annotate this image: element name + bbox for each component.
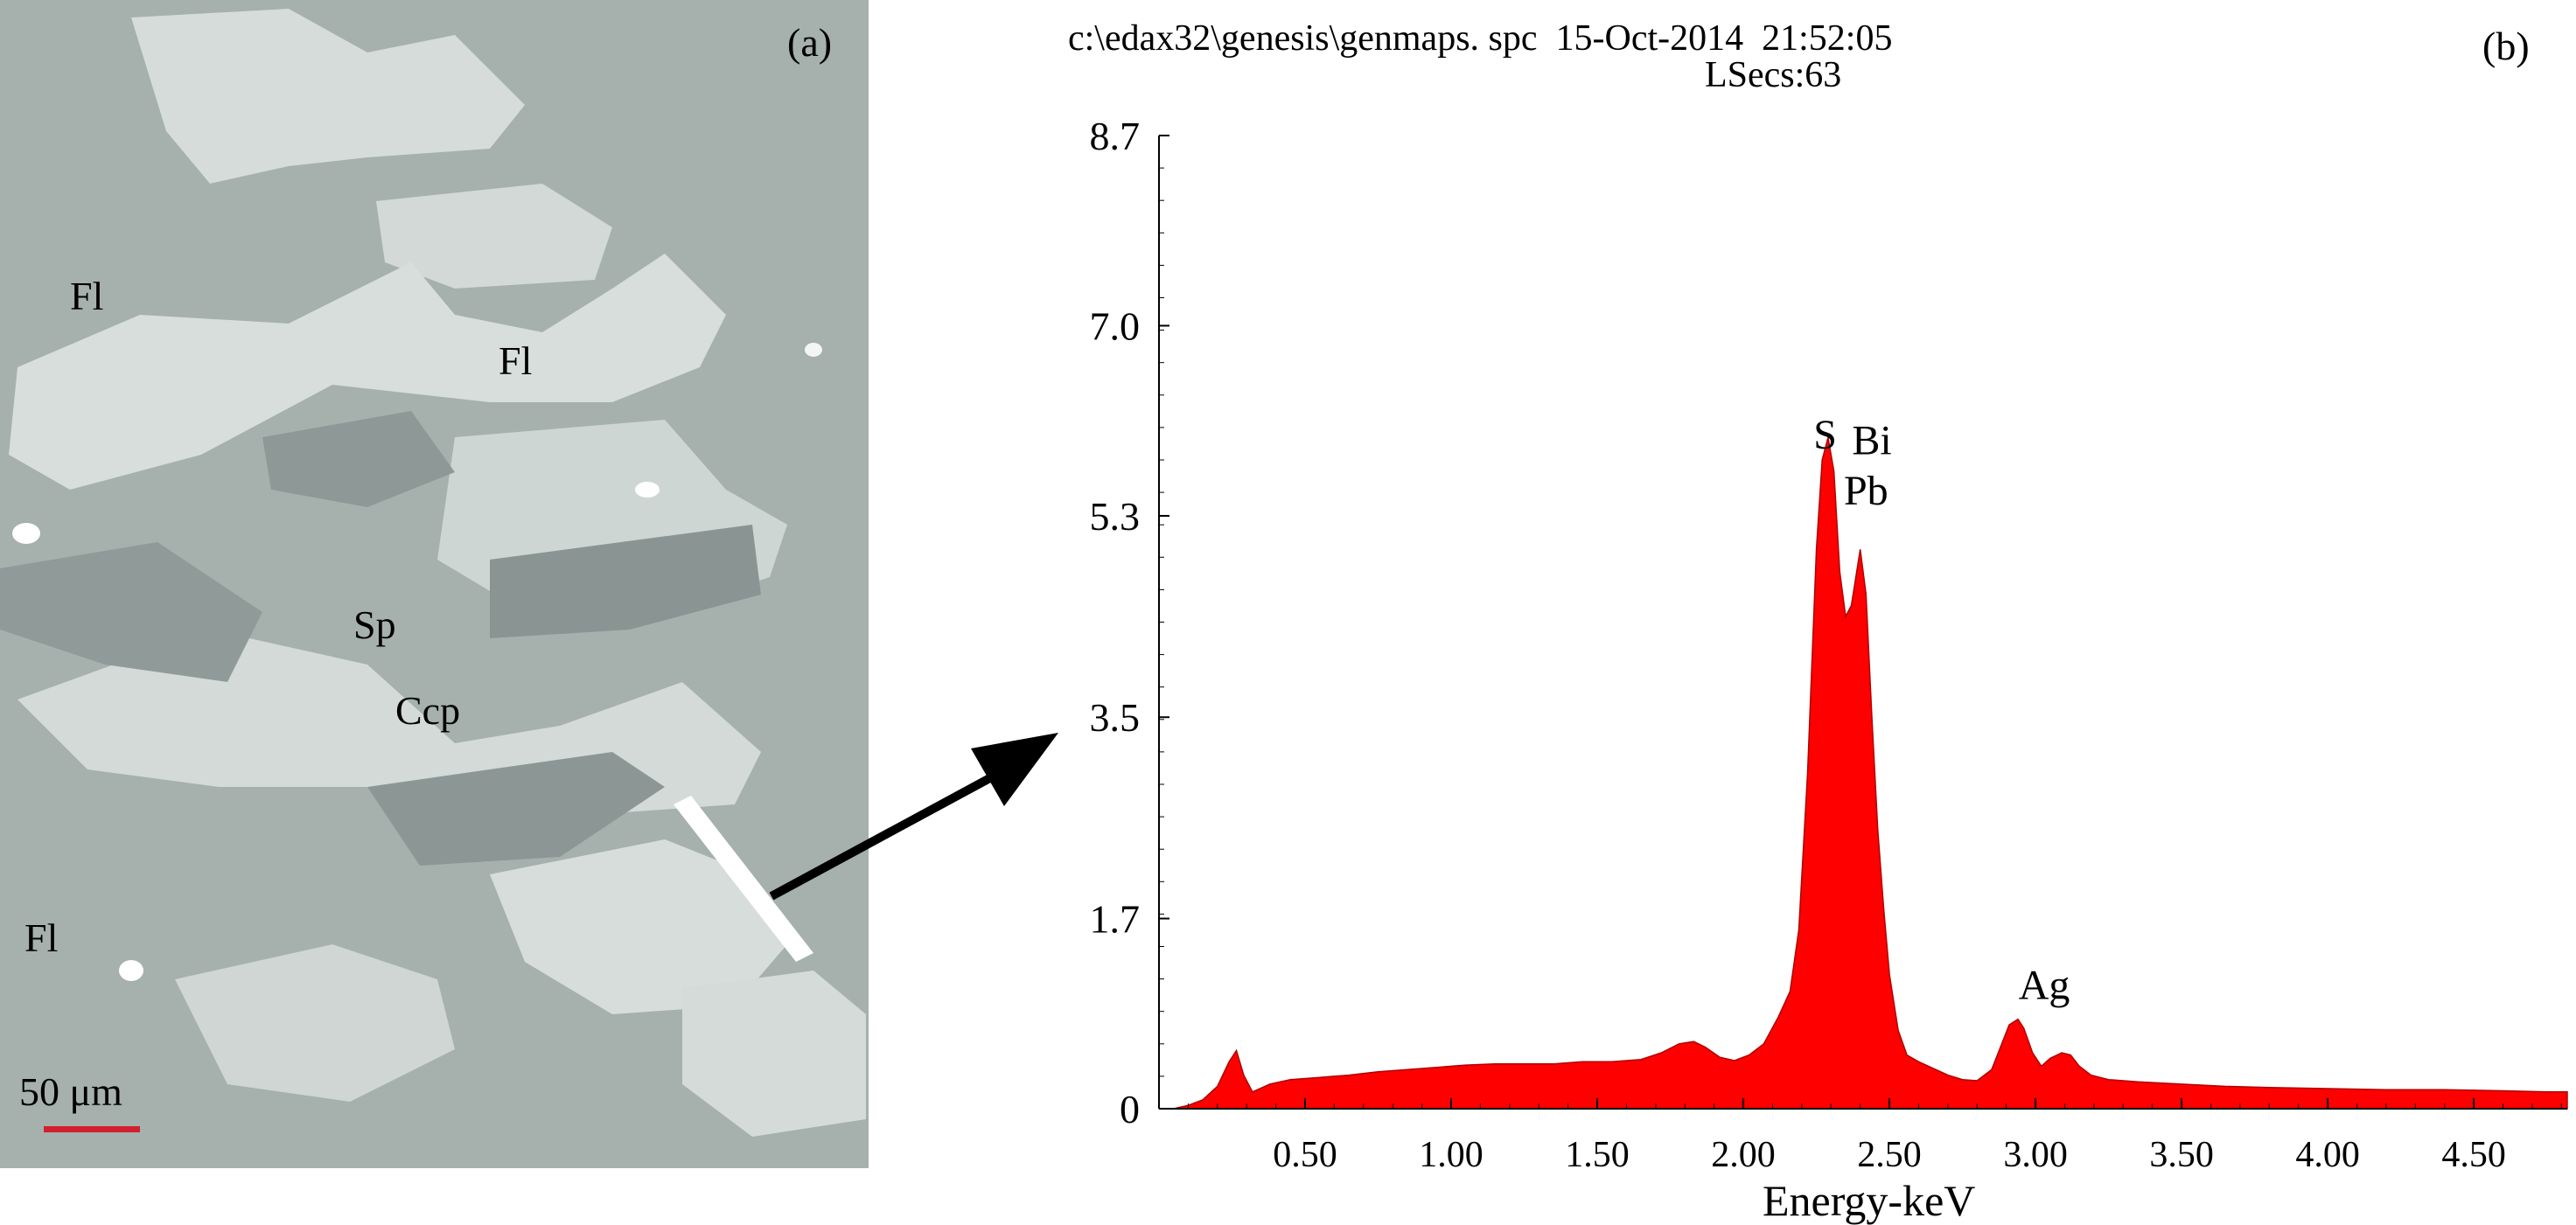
mineral-label-fl-2: Fl	[499, 338, 533, 383]
spectrum-header-lsecs: LSecs:63	[1705, 55, 1842, 95]
x-tick-label-4: 2.50	[1857, 1135, 1922, 1175]
y-tick-label-1: 1.7	[1090, 897, 1141, 942]
scale-bar-label: 50 μm	[19, 1069, 122, 1114]
spectrum-panel: c:\edax32\genesis\genmaps. spc 15-Oct-20…	[962, 0, 2576, 1225]
y-tick-label-3: 5.3	[1090, 494, 1141, 539]
panel-b-label: (b)	[2482, 24, 2530, 68]
peak-label-2: Pb	[1844, 468, 1888, 514]
y-tick-label-4: 7.0	[1090, 303, 1141, 348]
x-axis-title: Energy-keV	[1763, 1176, 1975, 1225]
x-tick-label-2: 1.50	[1565, 1135, 1630, 1175]
peak-label-3: Ag	[2019, 963, 2070, 1009]
mineral-label-sp: Sp	[353, 602, 396, 647]
x-tick-label-5: 3.00	[2003, 1135, 2068, 1175]
y-tick-label-2: 3.5	[1090, 695, 1141, 740]
spectrum-header-file: c:\edax32\genesis\genmaps. spc 15-Oct-20…	[1068, 18, 1893, 59]
x-tick-label-6: 3.50	[2149, 1135, 2214, 1175]
y-tick-label-5: 8.7	[1090, 114, 1141, 158]
x-tick-label-7: 4.00	[2295, 1135, 2360, 1175]
micrograph-panel: (a) Fl Fl Sp Ccp Fl 50 μm	[0, 0, 869, 1168]
micrograph-image	[0, 0, 869, 1168]
peak-label-0: S	[1813, 412, 1837, 458]
x-tick-label-0: 0.50	[1273, 1135, 1337, 1175]
peak-label-1: Bi	[1852, 418, 1891, 464]
mineral-label-ccp: Ccp	[395, 688, 461, 733]
scale-bar	[44, 1126, 140, 1132]
y-tick-label-0: 0	[1120, 1087, 1140, 1131]
mineral-label-fl-3: Fl	[24, 915, 59, 960]
mineral-label-fl-1: Fl	[70, 274, 104, 318]
x-tick-label-3: 2.00	[1711, 1135, 1776, 1175]
spectrum-area	[1173, 437, 2568, 1110]
panel-a-label: (a)	[787, 20, 833, 65]
x-tick-label-1: 1.00	[1419, 1135, 1483, 1175]
x-tick-label-8: 4.50	[2441, 1135, 2506, 1175]
spectrum-chart: 0 1.7 3.5 5.3 7.0 8.7 0.50 1.00 1.50 2.00 2.50 3.00…	[1090, 114, 2568, 1225]
